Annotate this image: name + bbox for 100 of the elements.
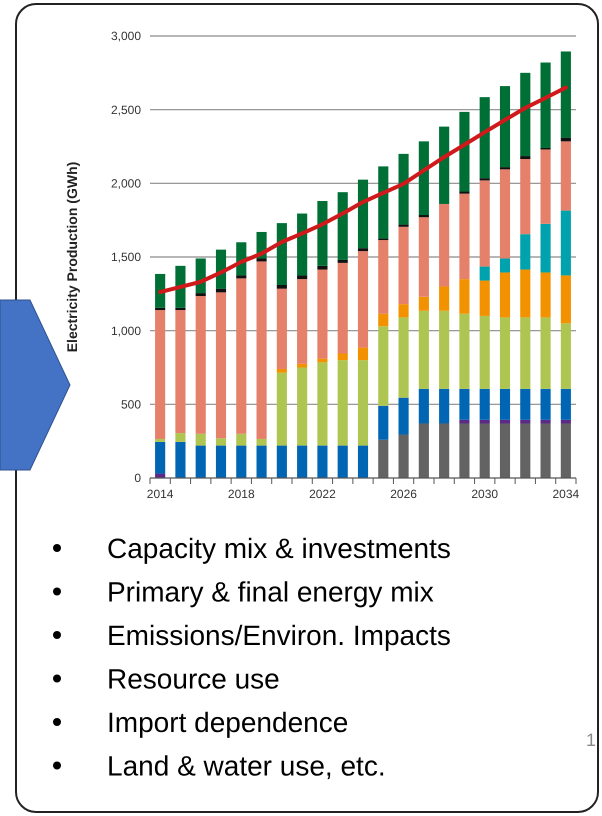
bar xyxy=(520,159,530,234)
bar xyxy=(256,446,267,478)
bar xyxy=(236,278,246,434)
bar xyxy=(236,446,246,478)
bar xyxy=(358,348,368,360)
bar xyxy=(560,423,571,478)
y-tick-label: 0 xyxy=(134,471,142,486)
bar xyxy=(540,62,551,148)
bar xyxy=(256,258,267,262)
bar xyxy=(155,442,166,474)
bar xyxy=(358,446,368,478)
text: Primary & final energy mix xyxy=(107,576,434,608)
bar xyxy=(439,423,450,478)
bar xyxy=(398,317,409,398)
y-tick-label: 2,000 xyxy=(110,176,142,191)
bar xyxy=(480,180,490,267)
bar xyxy=(398,154,409,225)
bar xyxy=(175,433,186,442)
y-tick-label: 3,000 xyxy=(110,29,142,44)
bar xyxy=(560,210,571,276)
bar xyxy=(439,126,450,204)
bar xyxy=(317,358,328,362)
x-tick-label: 2026 xyxy=(390,487,418,501)
bar xyxy=(500,420,510,424)
bar xyxy=(439,310,450,389)
bar xyxy=(398,226,409,304)
bar xyxy=(155,310,166,439)
bar xyxy=(338,192,348,260)
bar xyxy=(338,354,348,360)
bar xyxy=(338,262,348,354)
bar xyxy=(459,388,470,420)
bar xyxy=(358,248,368,252)
bar xyxy=(155,274,166,308)
bar xyxy=(540,224,551,272)
bar xyxy=(276,368,287,373)
bar xyxy=(520,72,530,156)
bar xyxy=(540,272,551,318)
bar xyxy=(418,217,429,297)
bar xyxy=(378,314,388,326)
text: 1 xyxy=(586,730,596,750)
bar xyxy=(560,388,571,420)
x-tick-label: 2030 xyxy=(471,487,498,501)
bar xyxy=(338,446,348,478)
bar xyxy=(560,275,571,324)
bar xyxy=(276,288,287,369)
bar xyxy=(459,314,470,389)
bar xyxy=(398,304,409,318)
bar xyxy=(459,194,470,280)
bar xyxy=(439,286,450,311)
y-axis-title: Electricity Production (GWh) xyxy=(64,162,80,352)
bar xyxy=(540,149,551,224)
bar xyxy=(297,364,308,368)
bar xyxy=(256,261,267,439)
bar xyxy=(236,434,246,446)
bar xyxy=(317,201,328,266)
bar xyxy=(500,423,510,478)
bar xyxy=(297,279,308,364)
bar xyxy=(196,296,206,434)
bar xyxy=(520,270,530,318)
bar xyxy=(297,214,308,276)
bar xyxy=(480,423,490,478)
bar xyxy=(459,279,470,314)
bar xyxy=(358,360,368,446)
bar xyxy=(236,275,246,278)
bar xyxy=(297,275,308,280)
bar xyxy=(216,288,226,292)
bar xyxy=(317,362,328,446)
bar xyxy=(216,292,226,438)
bar xyxy=(439,204,450,286)
x-tick-label: 2022 xyxy=(309,487,336,501)
bar xyxy=(560,420,571,424)
bar xyxy=(276,372,287,446)
y-tick-label: 1,500 xyxy=(110,250,142,264)
x-tick-label: 2018 xyxy=(228,487,255,501)
bar xyxy=(560,141,571,211)
bar xyxy=(560,51,571,138)
bar xyxy=(297,446,308,478)
bar xyxy=(480,266,490,281)
bar xyxy=(216,446,226,478)
x-tick-label: 2014 xyxy=(146,487,174,501)
bar xyxy=(256,438,267,446)
bar xyxy=(418,310,429,389)
y-tick-label: 1,000 xyxy=(110,324,142,338)
bar xyxy=(459,112,470,192)
bar xyxy=(317,266,328,270)
bar xyxy=(338,260,348,263)
bar xyxy=(459,423,470,478)
bar xyxy=(500,86,510,168)
bar xyxy=(418,388,429,424)
bar xyxy=(480,280,490,316)
line-series xyxy=(158,86,568,294)
bar xyxy=(196,293,206,296)
bar xyxy=(540,317,551,389)
bar xyxy=(480,420,490,424)
bar xyxy=(418,141,429,216)
x-tick-label: 2034 xyxy=(552,487,580,501)
bar xyxy=(175,442,186,478)
bar xyxy=(520,234,530,270)
bar xyxy=(276,446,287,478)
bar xyxy=(175,310,186,434)
